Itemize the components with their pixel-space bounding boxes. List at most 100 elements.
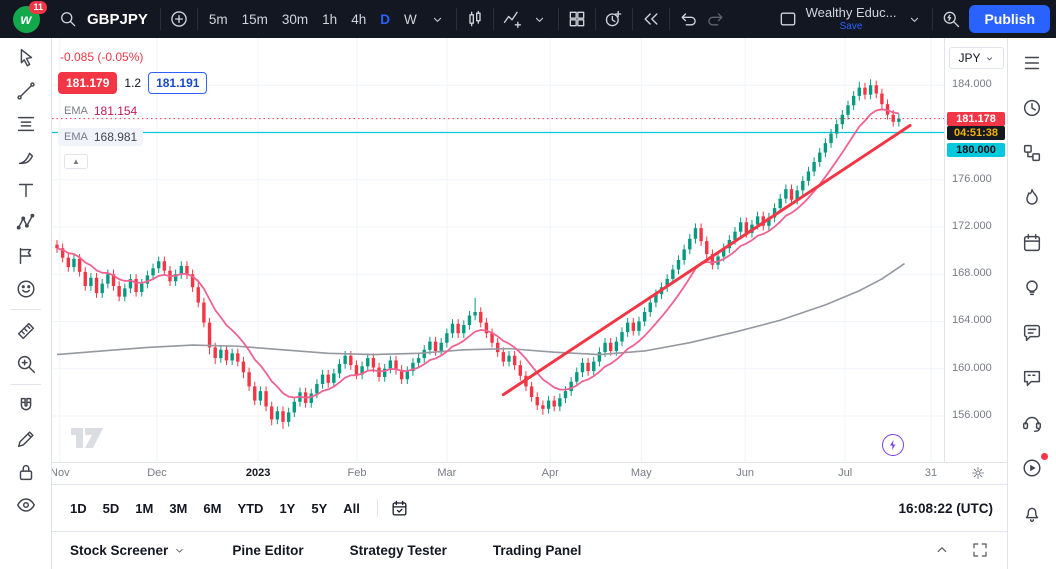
interval-30m[interactable]: 30m — [275, 5, 315, 33]
range-YTD[interactable]: YTD — [229, 496, 271, 521]
multichart-layout-icon[interactable] — [563, 5, 591, 33]
indicator-legend-ema-fast[interactable]: EMA 181.154 — [58, 102, 143, 120]
toolbar-separator — [456, 8, 457, 30]
zoom-tool-icon[interactable] — [9, 347, 43, 380]
time-axis-label: Feb — [348, 467, 367, 479]
comments-icon[interactable] — [1015, 361, 1049, 395]
range-1Y[interactable]: 1Y — [271, 496, 303, 521]
trend-line-tool-icon[interactable] — [9, 74, 43, 107]
indicators-icon[interactable] — [498, 5, 526, 33]
legend-collapse-button[interactable]: ▲ — [64, 154, 88, 169]
tradingview-logo[interactable]: w 11 — [0, 0, 52, 38]
draw-tool-icon[interactable] — [9, 422, 43, 455]
chat-icon[interactable] — [1015, 316, 1049, 350]
tab-strategy-tester[interactable]: Strategy Tester — [350, 543, 447, 558]
ideas-icon[interactable] — [1015, 271, 1049, 305]
range-5Y[interactable]: 5Y — [303, 496, 335, 521]
hotlists-icon[interactable] — [1015, 181, 1049, 215]
undo-icon[interactable] — [674, 5, 702, 33]
range-1M[interactable]: 1M — [127, 496, 161, 521]
layout-name-menu[interactable]: Wealthy Educ... Save — [802, 6, 901, 32]
range-1D[interactable]: 1D — [62, 496, 95, 521]
quick-search-icon[interactable] — [937, 5, 965, 33]
tab-stock-screener[interactable]: Stock Screener — [70, 543, 186, 558]
tab-label: Strategy Tester — [350, 543, 447, 558]
price-tick: 172.000 — [952, 220, 992, 232]
interval-15m[interactable]: 15m — [235, 5, 275, 33]
price-axis[interactable]: JPY 181.178 04:51:38 180.000 184.000180.… — [944, 38, 1007, 462]
time-axis[interactable]: NovDec2023FebMarAprMayJunJul31 — [52, 462, 1007, 484]
search-icon — [54, 5, 82, 33]
interval-1h[interactable]: 1h — [315, 5, 344, 33]
tab-trading-panel[interactable]: Trading Panel — [493, 543, 582, 558]
bar-countdown-label: 04:51:38 — [947, 126, 1005, 140]
save-status-label[interactable]: Save — [840, 21, 863, 33]
utc-clock[interactable]: 16:08:22 (UTC) — [898, 501, 993, 516]
spread-value: 1.2 — [117, 72, 148, 94]
ruler-tool-icon[interactable] — [9, 314, 43, 347]
tab-label: Stock Screener — [70, 543, 168, 558]
watchlist-icon[interactable] — [1015, 46, 1049, 80]
xabcd-pattern-tool-icon[interactable] — [9, 206, 43, 239]
range-separator — [377, 499, 378, 517]
symbol-search[interactable]: GBPJPY — [52, 5, 156, 33]
brush-tool-icon[interactable] — [9, 140, 43, 173]
interval-dropdown-caret-icon[interactable] — [424, 5, 452, 33]
buy-ask-button[interactable]: 181.191 — [148, 72, 207, 94]
chart-settings-gear-icon[interactable] — [970, 465, 988, 483]
notifications-icon[interactable] — [1015, 496, 1049, 530]
time-axis-label: Apr — [542, 467, 559, 479]
indicator-legend-ema-slow[interactable]: EMA 168.981 — [58, 128, 143, 146]
time-axis-label: 2023 — [246, 467, 270, 479]
chart-pane[interactable]: -0.085 (-0.05%) 181.179 1.2 181.191 EMA … — [52, 38, 944, 462]
streams-icon[interactable] — [1015, 451, 1049, 485]
save-layout-icon[interactable] — [774, 5, 802, 33]
help-icon[interactable] — [1015, 406, 1049, 440]
chart-type-candles-icon[interactable] — [461, 5, 489, 33]
top-toolbar: w 11 GBPJPY 5m15m30m1h4hDW Wealthy Educ.… — [0, 0, 1056, 38]
calendar-icon[interactable] — [1015, 226, 1049, 260]
layout-name-label: Wealthy Educ... — [806, 6, 897, 21]
interval-W[interactable]: W — [397, 5, 424, 33]
lock-tool-icon[interactable] — [9, 455, 43, 488]
price-tick: 160.000 — [952, 362, 992, 374]
publish-button[interactable]: Publish — [969, 5, 1050, 33]
object-tree-icon[interactable] — [1015, 136, 1049, 170]
text-tool-icon[interactable] — [9, 173, 43, 206]
indicators-caret-icon[interactable] — [526, 5, 554, 33]
redo-icon[interactable] — [702, 5, 730, 33]
eye-tool-icon[interactable] — [9, 488, 43, 521]
notification-count-badge: 11 — [29, 1, 47, 14]
layout-caret-icon[interactable] — [900, 5, 928, 33]
bar-replay-icon[interactable] — [637, 5, 665, 33]
tab-pine-editor[interactable]: Pine Editor — [232, 543, 303, 558]
emoji-tool-icon[interactable] — [9, 272, 43, 305]
forecast-tool-icon[interactable] — [9, 239, 43, 272]
indicator-value: 168.981 — [94, 130, 137, 144]
compare-add-symbol-icon[interactable] — [165, 5, 193, 33]
price-tick: 168.000 — [952, 267, 992, 279]
toolbar-separator — [11, 384, 41, 385]
time-axis-label: Jun — [736, 467, 754, 479]
range-5D[interactable]: 5D — [95, 496, 128, 521]
fib-retracement-tool-icon[interactable] — [9, 107, 43, 140]
sell-bid-button[interactable]: 181.179 — [58, 72, 117, 94]
range-3M[interactable]: 3M — [161, 496, 195, 521]
cursor-tool-icon[interactable] — [9, 41, 43, 74]
range-All[interactable]: All — [335, 496, 368, 521]
currency-dropdown[interactable]: JPY — [949, 47, 1004, 69]
go-to-date-icon[interactable] — [387, 495, 413, 521]
alert-price-label[interactable]: 180.000 — [947, 143, 1005, 157]
magnet-tool-icon[interactable] — [9, 389, 43, 422]
interval-5m[interactable]: 5m — [202, 5, 235, 33]
open-panel-icon[interactable] — [933, 541, 953, 561]
maximize-panel-icon[interactable] — [971, 541, 991, 561]
lightning-quick-action-icon[interactable] — [882, 434, 904, 456]
time-axis-label: Jul — [838, 467, 852, 479]
create-alert-icon[interactable] — [600, 5, 628, 33]
interval-D[interactable]: D — [373, 5, 397, 33]
tabs-list: Stock Screener Pine Editor Strategy Tester… — [70, 543, 581, 558]
range-6M[interactable]: 6M — [195, 496, 229, 521]
alerts-icon[interactable] — [1015, 91, 1049, 125]
interval-4h[interactable]: 4h — [344, 5, 373, 33]
